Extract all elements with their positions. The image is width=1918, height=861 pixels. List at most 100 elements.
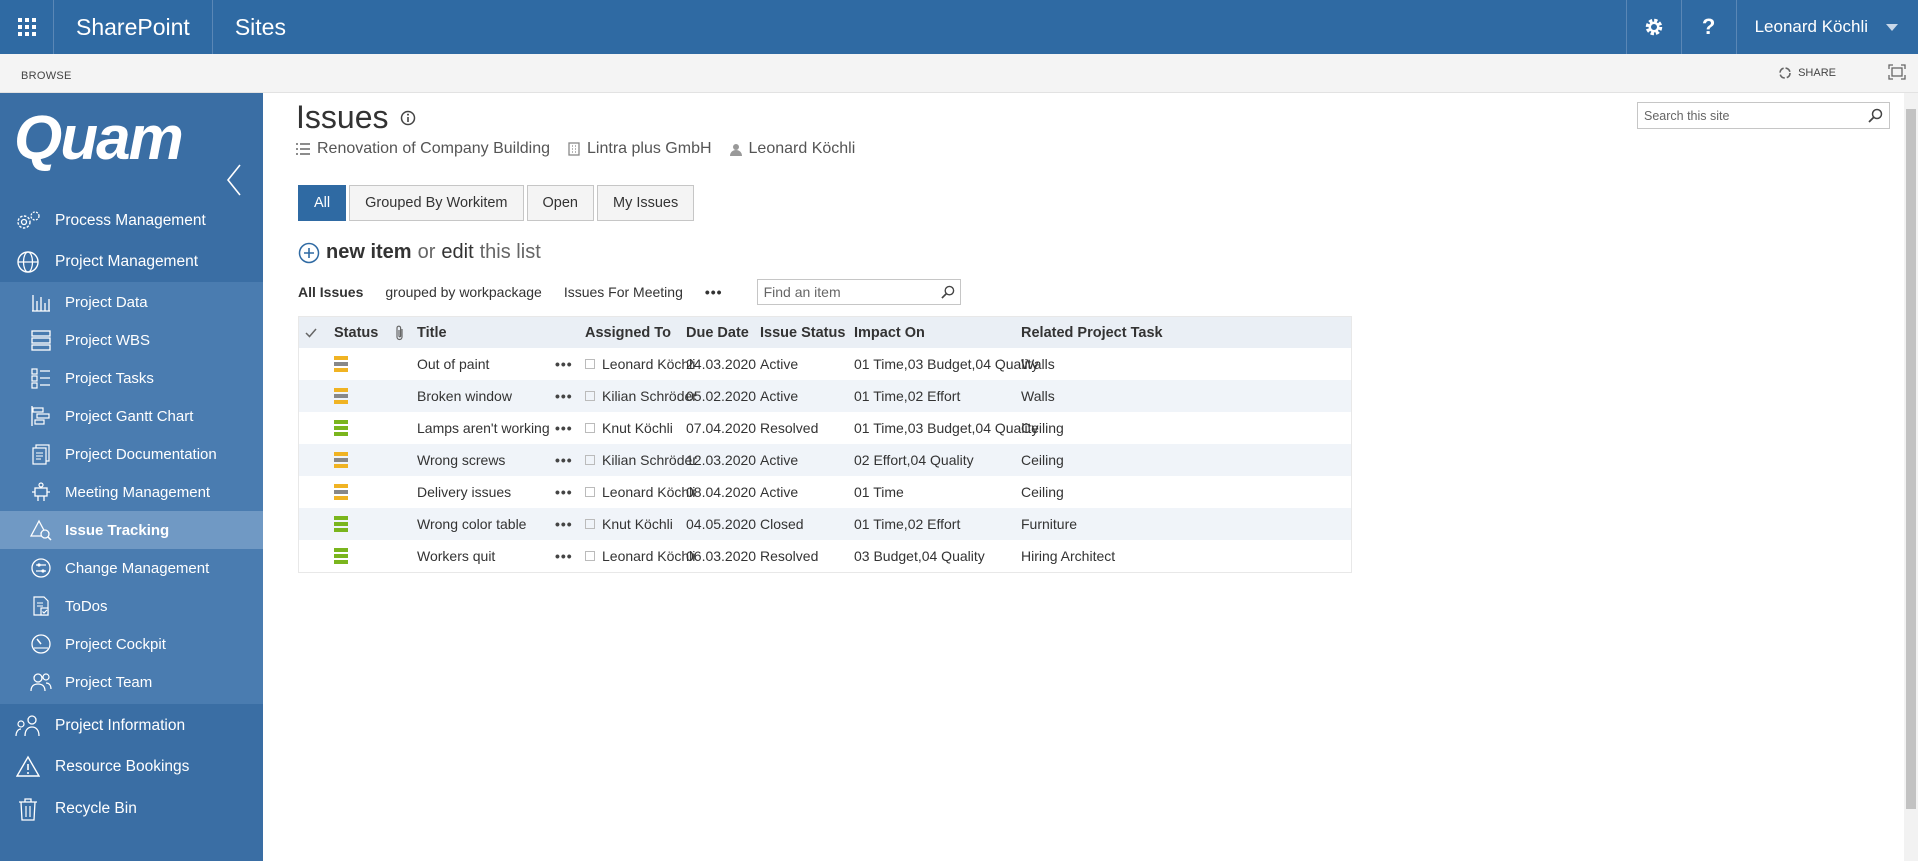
todo-icon	[28, 595, 54, 617]
table-row[interactable]: Wrong color table ••• Knut Köchli 04.05.…	[299, 508, 1351, 540]
site-logo[interactable]: Quam	[14, 104, 184, 173]
nav-process-management[interactable]: Process Management	[0, 200, 263, 242]
chevron-left-icon[interactable]	[226, 163, 242, 197]
row-ellipsis-icon[interactable]: •••	[555, 548, 573, 564]
row-assigned-to[interactable]: Leonard Köchli	[585, 348, 695, 380]
nav-project-data[interactable]: Project Data	[0, 283, 263, 321]
vertical-scrollbar[interactable]	[1904, 93, 1918, 861]
nav-project-tasks[interactable]: Project Tasks	[0, 359, 263, 397]
col-assigned-to[interactable]: Assigned To	[585, 324, 671, 341]
nav-project-management[interactable]: Project Management	[0, 241, 263, 283]
warning-icon	[14, 755, 42, 779]
new-item-link[interactable]: new item	[326, 241, 412, 263]
row-due-date: 05.02.2020	[686, 388, 757, 404]
focus-mode-icon[interactable]	[1888, 64, 1906, 80]
nav-project-cockpit[interactable]: Project Cockpit	[0, 625, 263, 663]
table-row[interactable]: Workers quit ••• Leonard Köchli 06.03.20…	[299, 540, 1351, 572]
row-title[interactable]: Broken window	[417, 388, 512, 404]
nav-project-documentation[interactable]: Project Documentation	[0, 435, 263, 473]
browse-tab[interactable]: BROWSE	[21, 70, 72, 82]
nav-project-gantt-chart[interactable]: Project Gantt Chart	[0, 397, 263, 435]
info-icon[interactable]	[400, 110, 416, 126]
building-icon	[568, 142, 580, 156]
find-item-input[interactable]: Find an item	[756, 279, 961, 305]
row-title[interactable]: Lamps aren't working	[417, 420, 550, 436]
tab-grouped-by-workitem[interactable]: Grouped By Workitem	[349, 185, 524, 221]
row-ellipsis-icon[interactable]: •••	[555, 388, 573, 404]
project-management-subnav: Project Data Project WBS Project Tasks P…	[0, 282, 263, 704]
row-assigned-to[interactable]: Knut Köchli	[585, 412, 673, 444]
col-related-project-task[interactable]: Related Project Task	[1021, 324, 1163, 341]
gear-icon[interactable]	[1625, 0, 1681, 54]
col-issue-status[interactable]: Issue Status	[760, 324, 846, 341]
nav-change-management[interactable]: Change Management	[0, 549, 263, 587]
owner-meta[interactable]: Leonard Köchli	[729, 140, 855, 158]
nav-issue-tracking[interactable]: Issue Tracking	[0, 511, 263, 549]
view-grouped-by-workpackage[interactable]: grouped by workpackage	[385, 284, 542, 300]
or-text: or	[417, 241, 436, 263]
view-issues-for-meeting[interactable]: Issues For Meeting	[563, 284, 683, 300]
row-ellipsis-icon[interactable]: •••	[555, 484, 573, 500]
tab-all[interactable]: All	[298, 185, 347, 221]
app-launcher-icon[interactable]	[0, 0, 54, 54]
suite-bar: SharePoint Sites ? Leonard Köchli	[0, 0, 1918, 54]
status-bar-mid	[334, 394, 348, 398]
help-button[interactable]: ?	[1680, 0, 1736, 54]
table-row[interactable]: Delivery issues ••• Leonard Köchli 08.04…	[299, 476, 1351, 508]
person-icon	[729, 143, 742, 156]
row-assigned-to[interactable]: Leonard Köchli	[585, 540, 695, 572]
share-button[interactable]: SHARE	[1778, 66, 1836, 80]
search-site-input[interactable]: Search this site	[1637, 102, 1890, 129]
status-bar-mid	[334, 490, 348, 494]
col-impact-on[interactable]: Impact On	[854, 324, 925, 341]
nav-project-team[interactable]: Project Team	[0, 663, 263, 701]
nav-label: Project Management	[55, 253, 199, 270]
row-assigned-to[interactable]: Kilian Schröder	[585, 444, 697, 476]
app-name[interactable]: SharePoint	[76, 0, 213, 54]
view-all-issues[interactable]: All Issues	[298, 284, 364, 300]
row-ellipsis-icon[interactable]: •••	[555, 356, 573, 372]
nav-resource-bookings[interactable]: Resource Bookings	[0, 746, 263, 788]
project-meta[interactable]: Renovation of Company Building	[296, 140, 550, 158]
col-status[interactable]: Status	[334, 324, 379, 341]
row-title[interactable]: Out of paint	[417, 356, 490, 372]
row-title[interactable]: Wrong color table	[417, 516, 527, 532]
col-title[interactable]: Title	[417, 324, 447, 341]
more-views-ellipsis-icon[interactable]: •••	[704, 284, 723, 300]
row-ellipsis-icon[interactable]: •••	[555, 516, 573, 532]
table-row[interactable]: Broken window ••• Kilian Schröder 05.02.…	[299, 380, 1351, 412]
edit-link[interactable]: edit	[441, 241, 474, 263]
search-icon[interactable]	[940, 285, 955, 299]
scrollbar-thumb[interactable]	[1906, 109, 1916, 809]
row-related-task: Walls	[1021, 356, 1055, 372]
tab-open[interactable]: Open	[526, 185, 594, 221]
row-ellipsis-icon[interactable]: •••	[555, 420, 573, 436]
sites-link[interactable]: Sites	[234, 14, 286, 40]
nav-meeting-management[interactable]: Meeting Management	[0, 473, 263, 511]
attachment-icon[interactable]	[395, 317, 405, 348]
row-related-task: Ceiling	[1021, 452, 1064, 468]
select-all-checkmark-icon[interactable]	[305, 317, 317, 348]
table-row[interactable]: Wrong screws ••• Kilian Schröder 12.03.2…	[299, 444, 1351, 476]
row-assigned-to[interactable]: Kilian Schröder	[585, 380, 697, 412]
row-title[interactable]: Wrong screws	[417, 452, 506, 468]
main-content: Issues Renovation of Company Building Li…	[263, 93, 1903, 861]
row-title[interactable]: Delivery issues	[417, 484, 512, 500]
row-ellipsis-icon[interactable]: •••	[555, 452, 573, 468]
nav-project-information[interactable]: Project Information	[0, 705, 263, 747]
table-row[interactable]: Lamps aren't working ••• Knut Köchli 07.…	[299, 412, 1351, 444]
row-assigned-to[interactable]: Leonard Köchli	[585, 476, 695, 508]
nav-recycle-bin[interactable]: Recycle Bin	[0, 788, 263, 830]
row-title[interactable]: Workers quit	[417, 548, 496, 564]
user-menu[interactable]: Leonard Köchli	[1735, 0, 1918, 54]
nav-todos[interactable]: ToDos	[0, 587, 263, 625]
company-meta[interactable]: Lintra plus GmbH	[568, 140, 712, 158]
table-row[interactable]: Out of paint ••• Leonard Köchli 24.03.20…	[299, 348, 1351, 380]
row-assigned-to[interactable]: Knut Köchli	[585, 508, 673, 540]
add-icon[interactable]	[298, 242, 320, 264]
nav-project-wbs[interactable]: Project WBS	[0, 321, 263, 359]
tab-my-issues[interactable]: My Issues	[596, 185, 695, 221]
row-related-task: Ceiling	[1021, 484, 1064, 500]
search-icon[interactable]	[1868, 108, 1883, 123]
col-due-date[interactable]: Due Date	[686, 324, 749, 341]
